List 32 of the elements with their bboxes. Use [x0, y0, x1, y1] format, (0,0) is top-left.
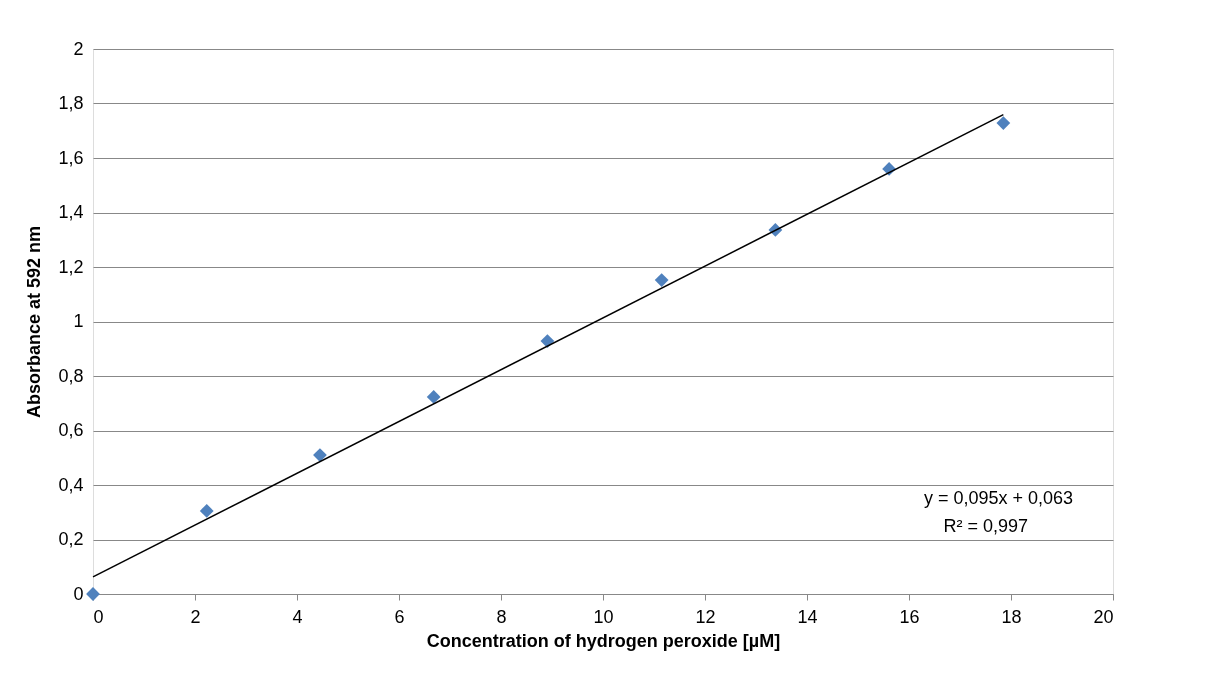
- y-tick-label: 1,6: [58, 147, 84, 168]
- point: [654, 273, 669, 287]
- x-tick-label: 12: [695, 606, 716, 627]
- x-tick-label: 0: [93, 606, 104, 627]
- point: [426, 390, 441, 404]
- y-tick-label: 0,2: [58, 529, 84, 549]
- y-tick-label: 0,6: [58, 420, 84, 440]
- x-tick-label: 4: [292, 606, 303, 627]
- y-tick-label: 1,8: [58, 93, 84, 113]
- x-tick-label: 8: [496, 606, 507, 627]
- point: [86, 587, 100, 601]
- x-tick-label: 20: [1093, 606, 1114, 627]
- x-tick-label: 6: [394, 606, 405, 627]
- annotation: y = 0,095x + 0,063: [923, 488, 1073, 508]
- point: [540, 334, 555, 349]
- x-tick-label: 18: [1001, 606, 1022, 627]
- x-tick-label: 14: [797, 606, 818, 627]
- x-tick-label: 10: [593, 606, 614, 627]
- y-tick-label: 1,4: [58, 202, 84, 222]
- annotation: R² = 0,997: [943, 516, 1028, 536]
- point: [199, 504, 214, 518]
- y-axis-title: Absorbance at 592 nm: [24, 225, 45, 419]
- y-tick-label: 1,2: [58, 256, 84, 277]
- x-tick-label: 16: [899, 606, 920, 627]
- y-tick-label: 2: [73, 38, 84, 59]
- x-tick-label: 2: [190, 606, 201, 627]
- y-tick-label: 1: [73, 311, 84, 331]
- point: [996, 116, 1011, 131]
- y-tick-label: 0: [73, 583, 84, 604]
- y-tick-label: 0,8: [58, 365, 84, 386]
- y-tick-label: 0,4: [58, 474, 84, 495]
- x-axis-title: Concentration of hydrogen peroxide [µM]: [426, 630, 781, 651]
